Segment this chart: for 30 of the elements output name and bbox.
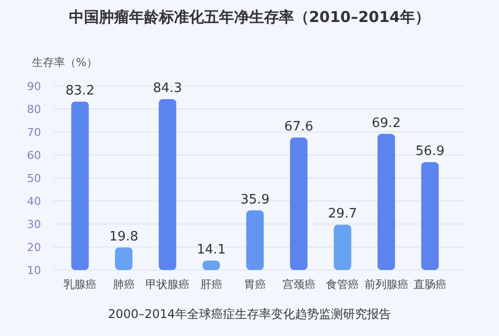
y-tick-label: 90	[27, 80, 41, 93]
x-tick-label: 甲状腺癌	[146, 278, 190, 291]
y-tick-label: 40	[27, 194, 41, 208]
y-axis-title: 生存率（%）	[32, 56, 98, 69]
y-tick-label: 50	[27, 172, 41, 185]
x-tick-label: 肺癌	[112, 278, 135, 291]
x-tick-label: 直肠癌	[414, 278, 446, 291]
data-label: 69.2	[372, 116, 401, 131]
data-label: 83.2	[66, 84, 94, 99]
data-label: 84.3	[153, 81, 182, 96]
data-label: 19.8	[109, 229, 138, 244]
x-tick-label: 乳腺癌	[64, 278, 96, 291]
text: 2000–2014年全球癌症生存率变化趋势监测研究报告	[108, 307, 392, 321]
y-tick-label: 80	[27, 102, 41, 116]
x-tick-label: 宫颈癌	[282, 278, 316, 291]
x-tick-label: 前列腺癌	[364, 278, 408, 291]
data-label: 35.9	[240, 192, 270, 208]
y-tick-label: 20	[27, 240, 41, 254]
y-tick-label: 10	[27, 264, 41, 277]
y-tick-label: 30	[27, 218, 41, 231]
data-label: 29.7	[328, 206, 357, 222]
chart-title: 中国肿瘤年龄标准化五年净生存率（2010–2014年）	[69, 8, 430, 26]
y-tick-label: 70	[27, 126, 41, 139]
data-label: 56.9	[416, 144, 444, 160]
data-label: 14.1	[196, 242, 226, 258]
x-tick-label: 胃癌	[244, 278, 266, 291]
x-tick-label: 肝癌	[200, 278, 222, 291]
x-tick-label: 食管癌	[326, 278, 359, 291]
data-label: 67.6	[284, 120, 314, 135]
y-tick-label: 60	[27, 148, 41, 162]
